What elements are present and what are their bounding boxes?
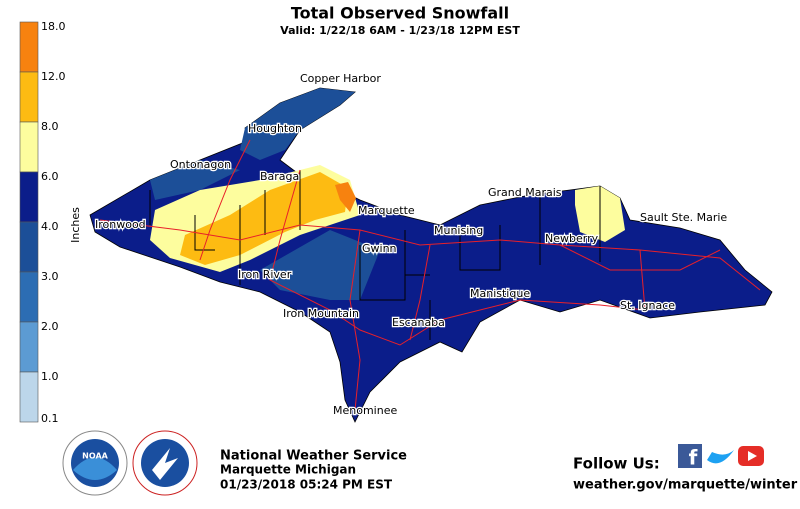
legend: 18.0 12.0 8.0 6.0 4.0 3.0 2.0 1.0 0.1 [19, 20, 66, 425]
legend-bin [19, 271, 39, 323]
legend-bin [19, 321, 39, 373]
legend-label: 3.0 [41, 270, 59, 283]
timestamp: 01/23/2018 05:24 PM EST [220, 478, 393, 492]
place-label: Munising [434, 224, 483, 237]
follow-label: Follow Us: [573, 455, 660, 473]
region-max [335, 182, 356, 212]
legend-bin [19, 121, 39, 173]
office: Marquette Michigan [220, 463, 356, 477]
place-label: Baraga [260, 170, 299, 183]
legend-bin [19, 171, 39, 223]
place-label: Newberry [545, 232, 599, 245]
title: Total Observed Snowfall [291, 4, 509, 23]
legend-unit: Inches [69, 207, 82, 243]
url[interactable]: weather.gov/marquette/winter [573, 478, 798, 493]
place-label: Copper Harbor [300, 72, 381, 85]
place-label: Menominee [333, 404, 397, 417]
subtitle: Valid: 1/22/18 6AM - 1/23/18 12PM EST [280, 24, 520, 37]
legend-bin [19, 71, 39, 123]
place-label: Iron River [238, 268, 292, 281]
place-label: Ironwood [95, 218, 146, 231]
place-label: Manistique [470, 287, 530, 300]
legend-label: 12.0 [41, 70, 66, 83]
legend-bin [19, 221, 39, 273]
twitter-icon[interactable] [707, 450, 734, 464]
place-label: Sault Ste. Marie [640, 211, 727, 224]
legend-label: 4.0 [41, 220, 59, 233]
nws-logo [132, 430, 198, 496]
place-label: St. Ignace [620, 299, 675, 312]
roads [99, 139, 761, 411]
place-label: Escanaba [392, 316, 445, 329]
legend-label: 8.0 [41, 120, 59, 133]
county-lines [149, 170, 601, 340]
agency: National Weather Service [220, 449, 407, 464]
legend-bin [19, 371, 39, 423]
svg-text:f: f [689, 446, 698, 470]
legend-bin [19, 21, 39, 73]
region-mid [150, 88, 380, 300]
legend-label: 6.0 [41, 170, 59, 183]
svg-text:NOAA: NOAA [82, 452, 108, 461]
facebook-icon[interactable] [678, 444, 702, 468]
social-icons[interactable]: f [678, 444, 764, 470]
place-label: Ontonagon [170, 158, 231, 171]
place-label: Iron Mountain [283, 307, 359, 320]
place-label: Marquette [358, 204, 415, 217]
map: Copper Harbor Houghton Ontonagon Baraga Iron… [89, 71, 773, 423]
place-label: Grand Marais [488, 186, 562, 199]
noaa-logo: NOAA [62, 430, 128, 496]
place-label: Houghton [248, 122, 302, 135]
region-base [89, 87, 773, 423]
legend-label: 18.0 [41, 20, 66, 33]
legend-label: 2.0 [41, 320, 59, 333]
legend-label: 0.1 [41, 412, 59, 425]
legend-label: 1.0 [41, 370, 59, 383]
region-orange [180, 172, 348, 265]
place-label: Gwinn [362, 242, 397, 255]
